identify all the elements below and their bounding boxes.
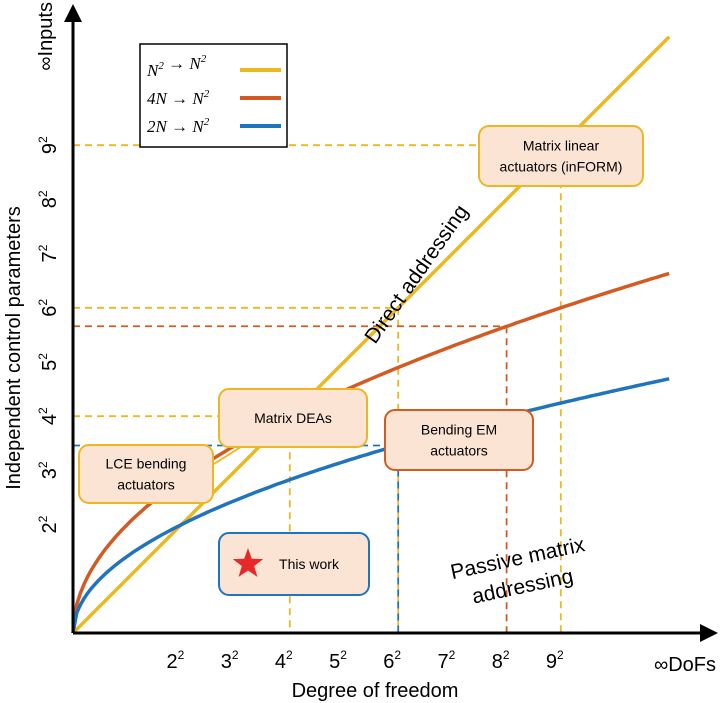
- x-axis-end-label: ∞DoFs: [654, 654, 716, 676]
- y-tick-label-7: 92: [36, 136, 61, 154]
- y-tick-label-0: 22: [36, 515, 61, 533]
- annotation-text-dea-0: Matrix DEAs: [254, 410, 332, 426]
- x-tick-label-5: 72: [437, 648, 455, 673]
- legend-label-0: N2 → N2: [146, 53, 207, 80]
- x-tick-label-4: 62: [383, 648, 401, 673]
- annotation-boxes: Matrix linear actuators (inFORM) Matrix DE…: [78, 125, 644, 596]
- annotation-box-dea: [218, 388, 368, 448]
- annotation-text-thiswork-0: This work: [279, 556, 340, 572]
- x-axis-title: Degree of freedom: [292, 680, 459, 702]
- annotation-box-em: [384, 409, 534, 471]
- tick-labels: 22 32 42 52 62 72 82 92 22 32 42 52 62 72 82 92: [36, 136, 564, 673]
- y-axis-arrow: [64, 4, 82, 22]
- y-tick-label-1: 32: [36, 461, 61, 479]
- axes: [64, 4, 718, 642]
- series-line-2: [71, 377, 670, 634]
- annotation-text-lce-1: actuators: [117, 477, 175, 493]
- annotation-text-inform-0: Matrix linear: [523, 138, 600, 154]
- x-tick-label-2: 42: [275, 648, 293, 673]
- y-tick-label-4: 62: [36, 299, 61, 317]
- y-tick-label-2: 42: [36, 407, 61, 425]
- annotation-text-inform-1: actuators (inFORM): [500, 159, 623, 175]
- annotation-box-lce: [78, 444, 214, 504]
- annotation-box-thiswork: [218, 532, 370, 596]
- axis-titles: Degree of freedom Independent control pa…: [3, 2, 716, 702]
- x-tick-label-1: 32: [221, 648, 239, 673]
- x-tick-label-7: 92: [546, 648, 564, 673]
- y-tick-label-6: 82: [36, 190, 61, 208]
- legend: N2 → N2 4N → N2 2N → N2: [139, 43, 288, 148]
- direct-addressing-label: Direct addressing: [360, 201, 473, 348]
- legend-label-2: 2N → N2: [147, 116, 210, 136]
- x-tick-label-6: 82: [492, 648, 510, 673]
- legend-box: [139, 43, 288, 148]
- y-tick-label-5: 72: [36, 244, 61, 262]
- y-tick-label-3: 52: [36, 353, 61, 371]
- legend-label-1: 4N → N2: [147, 88, 210, 108]
- x-tick-label-3: 52: [329, 648, 347, 673]
- x-tick-label-0: 22: [166, 648, 184, 673]
- y-axis-title: Independent control parameters: [3, 206, 25, 490]
- annotation-box-inform: [478, 125, 644, 187]
- star-icon: [232, 548, 264, 577]
- y-axis-end-label: ∞Inputs: [35, 2, 57, 71]
- annotation-text-lce-0: LCE bending: [106, 456, 187, 472]
- annotation-text-em-1: actuators: [430, 443, 488, 459]
- x-axis-arrow: [700, 624, 718, 642]
- annotation-text-em-0: Bending EM: [421, 422, 497, 438]
